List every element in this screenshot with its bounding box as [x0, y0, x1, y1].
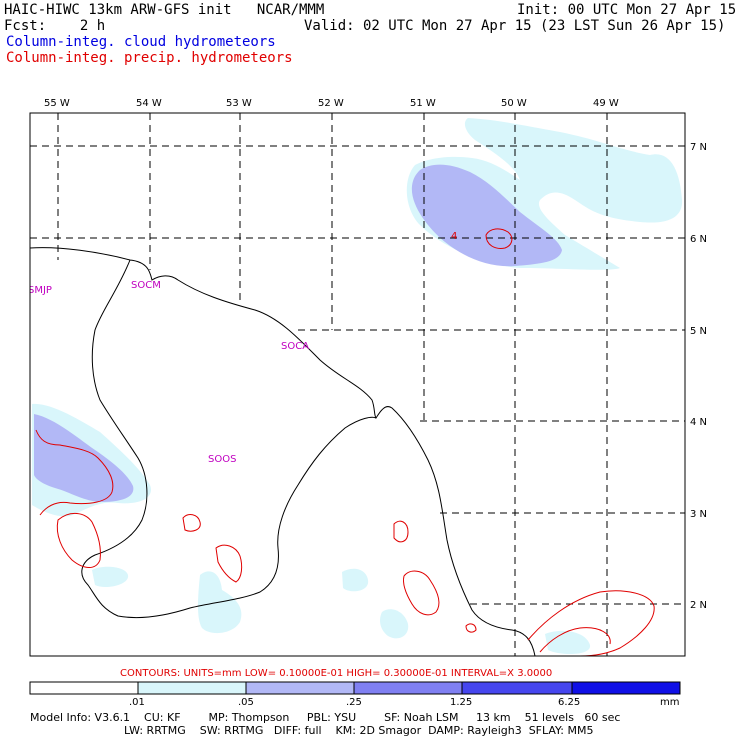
legend-cloud-hydrometeors: Column-integ. cloud hydrometeors: [6, 34, 276, 50]
map-plot-area: SMJP SOCM SOCA SOOS 4: [28, 113, 685, 656]
station-label-soos: SOOS: [208, 454, 236, 465]
colorbar-tick-125: 1.25: [450, 697, 472, 708]
color-bar-segment-1: [29, 681, 139, 695]
colorbar-tick-005: .05: [238, 697, 254, 708]
color-bar-segment-2: [137, 681, 247, 695]
map-frame: [29, 112, 686, 657]
colorbar-units: mm: [660, 697, 679, 708]
lat-lon-grid: [30, 113, 685, 656]
cloud-field-light-small-3: [342, 568, 369, 592]
lon-label-55w: 55 W: [44, 98, 70, 109]
station-label-smjp: SMJP: [28, 285, 52, 296]
header-forecast-hour: Fcst: 2 h: [4, 18, 106, 34]
lat-label-3n: 3 N: [690, 509, 707, 520]
lon-label-53w: 53 W: [226, 98, 252, 109]
color-bar-segment-5: [461, 681, 573, 695]
lon-label-54w: 54 W: [136, 98, 162, 109]
color-bar-segment-6: [571, 681, 681, 695]
color-bar: [29, 681, 681, 695]
header-init-time: Init: 00 UTC Mon 27 Apr 15: [517, 2, 737, 18]
cloud-field-light-small-1: [92, 566, 129, 587]
cloud-field-light-small-4: [380, 609, 409, 639]
top-ticks: [57, 113, 608, 120]
lon-label-49w: 49 W: [593, 98, 619, 109]
color-bar-segment-3: [245, 681, 355, 695]
lat-label-4n: 4 N: [690, 417, 707, 428]
lat-label-5n: 5 N: [690, 326, 707, 337]
colorbar-tick-001: .01: [129, 697, 145, 708]
footer-model-info-line-2: LW: RRTMG SW: RRTMG DIFF: full KM: 2D Sm…: [124, 724, 594, 737]
lat-label-7n: 7 N: [690, 142, 707, 153]
lat-label-6n: 6 N: [690, 234, 707, 245]
lon-label-50w: 50 W: [501, 98, 527, 109]
lon-label-52w: 52 W: [318, 98, 344, 109]
color-bar-segment-4: [353, 681, 463, 695]
lat-label-2n: 2 N: [690, 600, 707, 611]
contour-info-text: CONTOURS: UNITS=mm LOW= 0.10000E-01 HIGH…: [120, 668, 552, 679]
header-valid-time: Valid: 02 UTC Mon 27 Apr 15 (23 LST Sun …: [304, 18, 726, 34]
station-label-socm: SOCM: [131, 280, 161, 291]
coastline: [30, 247, 536, 656]
precip-contours: [35, 228, 655, 656]
cloud-field-light-se: [545, 630, 591, 655]
cloud-field-mid-west: [34, 414, 134, 502]
header-title: HAIC-HIWC 13km ARW-GFS init NCAR/MMM: [4, 2, 325, 18]
colorbar-tick-025: .25: [346, 697, 362, 708]
station-label-soca: SOCA: [281, 341, 309, 352]
contour-value-label: 4: [451, 231, 457, 242]
lon-label-51w: 51 W: [410, 98, 436, 109]
cloud-field-mid-ne: [411, 164, 562, 267]
legend-precip-hydrometeors: Column-integ. precip. hydrometeors: [6, 50, 293, 66]
colorbar-tick-625: 6.25: [558, 697, 580, 708]
footer-model-info-line-1: Model Info: V3.6.1 CU: KF MP: Thompson P…: [30, 711, 621, 724]
